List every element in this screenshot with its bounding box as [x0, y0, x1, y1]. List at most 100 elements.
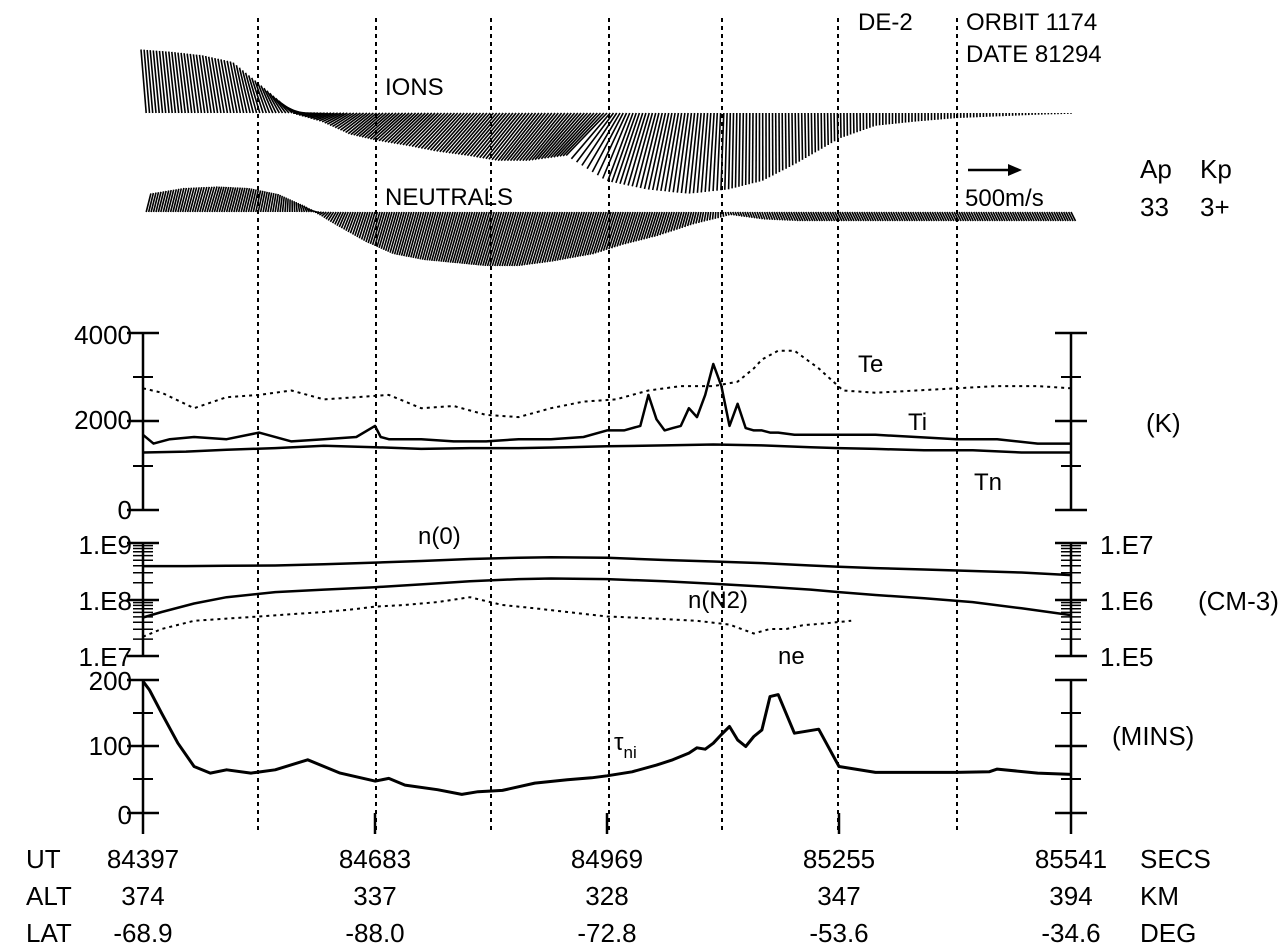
neutral-vector-53: [274, 193, 279, 213]
ion-vector-206: [813, 112, 817, 153]
neutral-vector-327: [941, 211, 948, 222]
neutral-vector-306: [890, 211, 897, 222]
ion-vector-37: [254, 80, 268, 114]
neutral-vector-332: [953, 211, 960, 222]
neutral-vector-22: [199, 186, 208, 213]
neutral-vector-241: [731, 211, 736, 216]
density-line-ne: [142, 596, 852, 638]
ion-vector-27: [223, 59, 235, 114]
neutral-vector-228: [697, 211, 702, 224]
ion-vector-14: [183, 53, 193, 114]
neutral-vector-45: [255, 190, 262, 213]
neutral-vector-290: [851, 211, 858, 222]
neutral-vector-340: [972, 211, 979, 222]
neutral-vector-75: [323, 211, 330, 219]
neutral-vector-8: [164, 189, 172, 213]
ion-vector-72: [353, 112, 381, 136]
neutral-vector-58: [286, 198, 289, 213]
neutral-vector-39: [240, 187, 248, 213]
neutral-vector-156: [508, 211, 527, 267]
neutral-vector-258: [773, 211, 779, 221]
ion-vector-163: [660, 112, 676, 192]
ion-vector-41: [266, 90, 281, 114]
neutral-vector-68: [307, 207, 313, 213]
ion-vector-144: [575, 112, 615, 163]
ion-vector-204: [807, 112, 810, 157]
neutral-vector-359: [1019, 211, 1026, 222]
ion-vector-182: [734, 112, 738, 188]
ion-vector-173: [700, 112, 709, 193]
neutral-vector-143: [477, 211, 495, 266]
tau-tick-100: 100: [89, 731, 132, 761]
neutral-vector-103: [384, 211, 398, 252]
x-row-label-alt: ALT: [26, 881, 72, 911]
neutral-vector-313: [907, 211, 914, 222]
neutral-vector-257: [770, 211, 776, 221]
temperature-line-tn: [142, 443, 1071, 454]
ion-vector-19: [198, 54, 209, 114]
ion-vector-100: [436, 112, 472, 152]
x-row-value-ut-2: 84969: [571, 844, 643, 874]
neutral-vector-145: [482, 211, 500, 266]
tau-series-label: τni: [614, 729, 637, 762]
neutral-vector-336: [963, 211, 970, 222]
ion-vector-162: [656, 112, 673, 191]
x-row-label-ut: UT: [26, 844, 61, 874]
neutral-vector-302: [880, 211, 887, 222]
neutral-vector-114: [410, 211, 425, 258]
ion-vector-34: [244, 72, 258, 114]
ion-vector-161: [651, 112, 670, 191]
neutral-vector-223: [684, 211, 690, 228]
neutral-vector-40: [242, 188, 251, 213]
neutral-vector-227: [695, 211, 700, 224]
temp-tick-0: 0: [118, 495, 132, 525]
ion-vector-99: [433, 112, 469, 152]
ion-vector-106: [454, 112, 491, 155]
temperature-line-te: [142, 349, 1072, 419]
neutral-vector-36: [233, 187, 242, 213]
neutral-vector-73: [318, 211, 325, 216]
neutral-vector-292: [856, 211, 863, 222]
neutral-vector-13: [177, 187, 185, 213]
neutral-vector-157: [511, 211, 530, 267]
neutral-vector-113: [407, 211, 422, 258]
ion-vector-210: [826, 112, 829, 146]
neutral-vector-225: [689, 211, 695, 226]
density-unit-label: (CM-3): [1198, 586, 1279, 616]
ion-vector-32: [238, 67, 251, 114]
neutral-vector-301: [877, 211, 884, 222]
ion-vector-16: [189, 53, 199, 114]
ion-vector-83: [384, 112, 417, 143]
ion-vector-21: [204, 55, 216, 114]
ion-vector-107: [457, 112, 495, 155]
neutral-vector-259: [775, 211, 781, 221]
neutral-vector-322: [929, 211, 936, 222]
neutral-vector-305: [887, 211, 894, 222]
neutral-vector-324: [933, 211, 940, 222]
neutral-vector-126: [437, 211, 454, 262]
neutral-vector-66: [303, 205, 308, 213]
ion-vector-77: [367, 112, 397, 139]
ion-vector-105: [451, 112, 488, 155]
neutral-vector-215: [661, 211, 671, 235]
ion-vector-187: [751, 112, 754, 184]
ion-vector-149: [601, 112, 631, 179]
ion-vector-10: [171, 51, 180, 114]
neutral-vector-360: [1021, 211, 1028, 222]
neutral-vector-4: [155, 191, 162, 213]
neutral-vector-189: [591, 211, 607, 255]
neutral-vector-346: [987, 211, 994, 222]
neutral-vector-23: [201, 186, 211, 213]
neutral-vector-379: [1067, 211, 1074, 222]
neutral-vector-110: [400, 211, 415, 256]
ion-vector-151: [611, 112, 637, 183]
ion-vector-65: [334, 112, 358, 129]
x-row-value-lat-0: -68.9: [113, 918, 172, 948]
neutral-vector-162: [523, 211, 542, 266]
neutral-vector-291: [853, 211, 860, 222]
ion-vector-96: [423, 112, 459, 150]
ion-vector-101: [439, 112, 475, 153]
ion-vector-178: [720, 112, 725, 191]
neutral-vector-92: [360, 211, 371, 240]
neutral-vector-282: [831, 211, 838, 222]
